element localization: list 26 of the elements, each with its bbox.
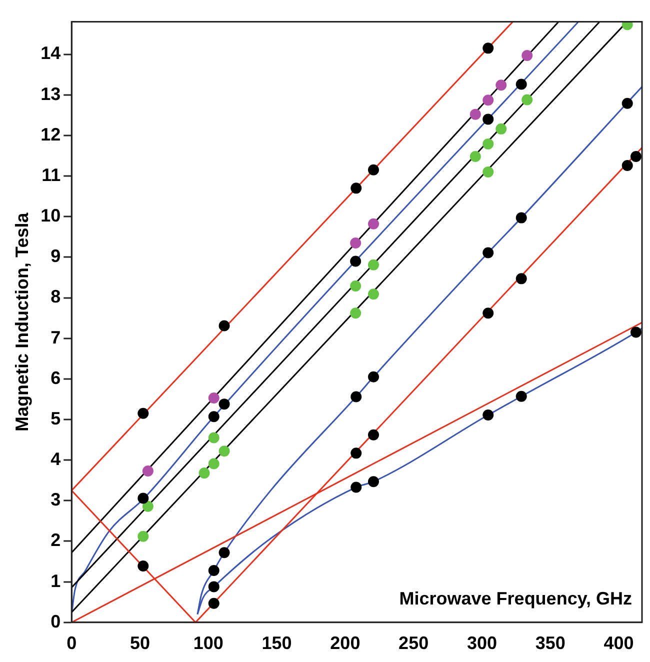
y-tick-label: 5 — [50, 408, 61, 428]
y-tick-label: 6 — [50, 368, 61, 388]
y-tick-label: 3 — [50, 490, 61, 510]
y-tick-label: 1 — [50, 570, 61, 591]
x-tick-label: 0 — [66, 633, 77, 654]
x-tick-label: 350 — [535, 633, 566, 654]
y-tick-label: 8 — [50, 286, 61, 307]
x-tick-label: 400 — [604, 633, 634, 654]
x-tick-label: 300 — [466, 633, 497, 654]
y-tick-label: 4 — [50, 449, 61, 470]
y-tick-label: 7 — [50, 327, 61, 348]
y-tick-label: 0 — [50, 611, 61, 632]
x-tick-label: 200 — [330, 633, 360, 654]
x-axis-title: Microwave Frequency, GHz — [399, 588, 632, 608]
y-tick-label: 11 — [42, 164, 61, 185]
y-axis-title: Magnetic Induction, Tesla — [12, 212, 32, 432]
x-tick-label: 250 — [398, 633, 429, 654]
y-tick-label: 13 — [40, 84, 61, 104]
y-tick-label: 12 — [40, 124, 61, 144]
x-tick-label: 150 — [262, 633, 292, 654]
x-tick-label: 100 — [193, 633, 224, 654]
y-tick-label: 14 — [40, 43, 61, 64]
y-tick-label: 9 — [50, 246, 61, 266]
x-tick-label: 50 — [130, 633, 150, 654]
y-tick-label: 10 — [40, 206, 61, 226]
y-tick-label: 2 — [50, 530, 61, 550]
